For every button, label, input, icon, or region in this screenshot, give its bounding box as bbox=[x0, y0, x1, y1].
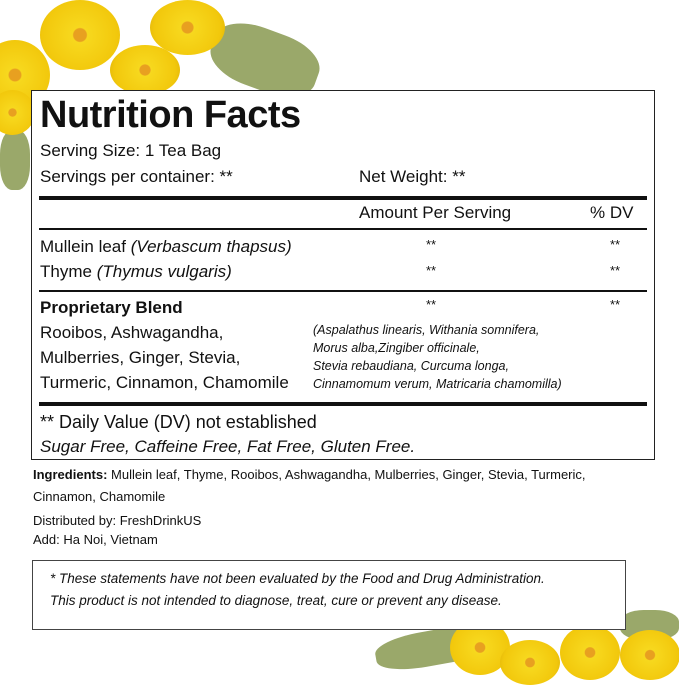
dv: ** bbox=[610, 237, 621, 252]
address: Add: Ha Noi, Vietnam bbox=[33, 532, 158, 547]
amount-header: Amount Per Serving bbox=[359, 203, 512, 222]
divider bbox=[39, 402, 647, 406]
amount: ** bbox=[426, 237, 437, 252]
ingredients-label: Ingredients: bbox=[33, 467, 108, 482]
ingredient-name: Mullein leaf bbox=[40, 237, 131, 256]
blend-line: Rooibos, Ashwagandha, bbox=[40, 323, 224, 342]
net-weight: Net Weight: ** bbox=[359, 167, 466, 186]
distributor: Distributed by: FreshDrinkUS bbox=[33, 513, 202, 528]
blend-dv: ** bbox=[610, 297, 621, 312]
ingredient-latin: (Thymus vulgaris) bbox=[96, 262, 232, 281]
blend-latin: Morus alba,Zingiber officinale, bbox=[313, 341, 480, 355]
blend-amount: ** bbox=[426, 297, 437, 312]
blend-latin: (Aspalathus linearis, Withania somnifera… bbox=[313, 323, 540, 337]
blend-line: Turmeric, Cinnamon, Chamomile bbox=[40, 373, 289, 392]
blend-name: Proprietary Blend bbox=[40, 298, 183, 317]
servings-per-container: Servings per container: ** bbox=[40, 167, 233, 186]
ingredients-text: Mullein leaf, Thyme, Rooibos, Ashwagandh… bbox=[107, 467, 586, 482]
fda-disclaimer: * These statements have not been evaluat… bbox=[32, 560, 626, 630]
claims: Sugar Free, Caffeine Free, Fat Free, Glu… bbox=[40, 437, 416, 456]
ingredient-name: Thyme bbox=[40, 262, 97, 281]
blend-latin: Cinnamomum verum, Matricaria chamomilla) bbox=[313, 377, 562, 391]
serving-size: Serving Size: 1 Tea Bag bbox=[40, 141, 222, 160]
ingredients-cont: Cinnamon, Chamomile bbox=[33, 489, 166, 504]
divider bbox=[39, 290, 647, 292]
blend-latin: Stevia rebaudiana, Curcuma longa, bbox=[313, 359, 509, 373]
dv-note: ** Daily Value (DV) not established bbox=[40, 412, 317, 432]
blend-line: Mulberries, Ginger, Stevia, bbox=[40, 348, 241, 367]
amount: ** bbox=[426, 263, 437, 278]
nutrition-facts-panel: Nutrition Facts Serving Size: 1 Tea Bag … bbox=[31, 90, 655, 460]
divider bbox=[39, 228, 647, 230]
disclaimer-line: This product is not intended to diagnose… bbox=[50, 593, 502, 608]
dv-header: % DV bbox=[590, 203, 634, 222]
divider bbox=[39, 196, 647, 200]
dv: ** bbox=[610, 263, 621, 278]
ingredient-latin: (Verbascum thapsus) bbox=[130, 237, 292, 256]
disclaimer-line: * These statements have not been evaluat… bbox=[50, 571, 545, 586]
ingredients: Ingredients: Mullein leaf, Thyme, Rooibo… bbox=[33, 467, 586, 482]
panel-title: Nutrition Facts bbox=[40, 94, 301, 136]
